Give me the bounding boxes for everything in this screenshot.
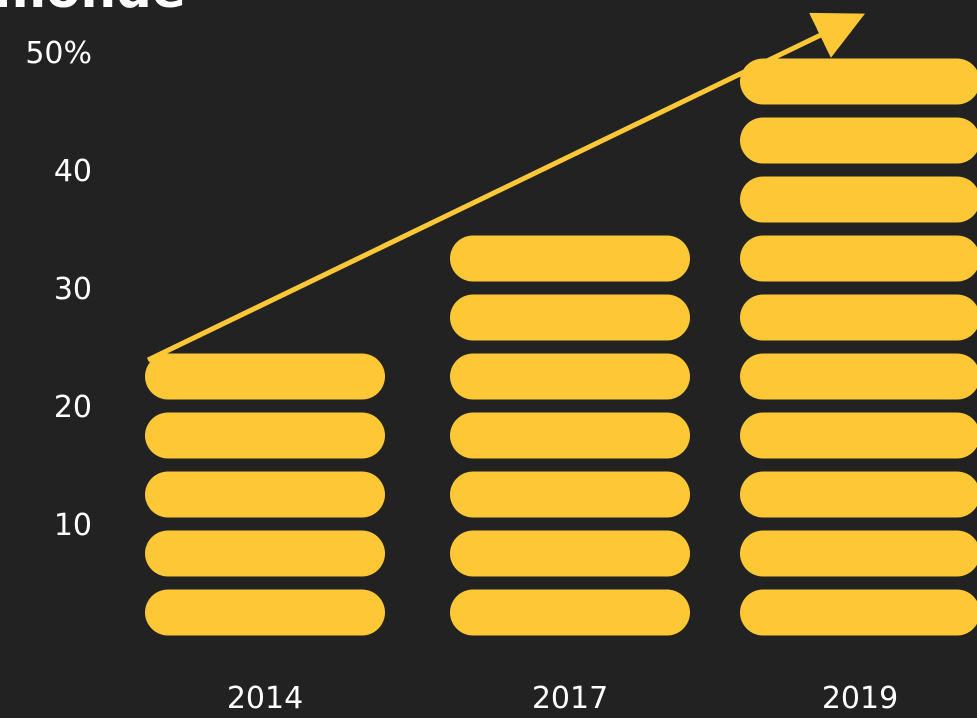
y-axis-ticks: 10 20 30 40 50% [25, 36, 92, 543]
bar-2014 [145, 353, 385, 636]
bar-segment [740, 530, 977, 577]
bar-2019 [740, 58, 977, 636]
x-axis-ticks: 2014 2017 2019 [227, 681, 898, 716]
bar-segment [450, 353, 690, 400]
bar-segment [450, 412, 690, 459]
bar-segment [740, 412, 977, 459]
trend-arrow [146, 12, 866, 363]
bar-segment [450, 589, 690, 636]
bar-segment [145, 353, 385, 400]
y-tick-label: 30 [54, 272, 92, 307]
bar-segment [740, 235, 977, 282]
bar-segment [450, 235, 690, 282]
bar-segment [740, 589, 977, 636]
x-tick-label: 2019 [822, 681, 898, 716]
bar-segment [450, 471, 690, 518]
bar-segment [450, 530, 690, 577]
bar-segment [145, 471, 385, 518]
bar-segment [145, 589, 385, 636]
bar-2017 [450, 235, 690, 636]
x-tick-label: 2014 [227, 681, 303, 716]
bar-segment [740, 117, 977, 164]
chart-title: monde [0, 0, 186, 19]
bar-segment [740, 58, 977, 105]
bar-segment [740, 353, 977, 400]
y-tick-label: 20 [54, 390, 92, 425]
bar-segment [145, 412, 385, 459]
x-tick-label: 2017 [532, 681, 608, 716]
bar-segment [740, 176, 977, 223]
bar-segment [740, 294, 977, 341]
bars [145, 58, 977, 636]
bar-segment [145, 530, 385, 577]
y-tick-label: 50% [25, 36, 92, 71]
bar-segment [740, 471, 977, 518]
y-tick-label: 10 [54, 508, 92, 543]
bar-segment [450, 294, 690, 341]
y-tick-label: 40 [54, 154, 92, 189]
